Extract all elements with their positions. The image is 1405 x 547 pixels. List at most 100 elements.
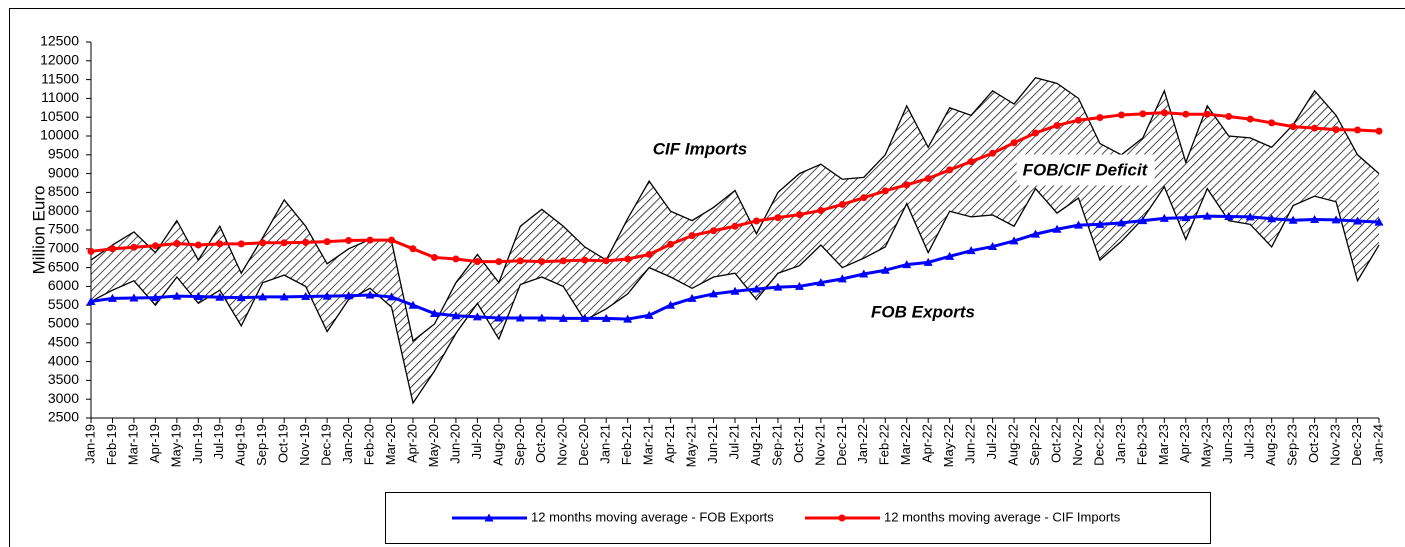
x-tick-label: Mar-23	[1156, 424, 1171, 465]
marker	[710, 227, 718, 235]
marker	[1010, 139, 1018, 147]
x-tick-label: Dec-20	[576, 424, 591, 466]
marker	[1032, 129, 1040, 137]
marker	[323, 238, 331, 246]
marker	[129, 293, 139, 302]
y-tick-label: 8500	[48, 183, 79, 199]
marker	[1245, 212, 1255, 221]
marker	[1354, 126, 1362, 134]
y-tick-label: 7000	[48, 240, 79, 256]
marker	[1203, 110, 1211, 118]
x-tick-label: Apr-21	[662, 424, 677, 463]
x-tick-label: Jun-23	[1220, 424, 1235, 464]
marker	[279, 292, 289, 301]
y-tick-label: 8000	[48, 202, 79, 218]
legend-marker	[838, 514, 846, 522]
marker	[667, 240, 675, 248]
marker	[859, 269, 869, 278]
y-tick-label: 10000	[40, 127, 79, 143]
marker	[881, 187, 889, 195]
marker	[731, 222, 739, 230]
marker	[365, 290, 375, 299]
marker	[1009, 236, 1019, 245]
marker	[816, 278, 826, 287]
x-tick-label: Aug-23	[1263, 424, 1278, 466]
marker	[472, 312, 482, 321]
x-tick-label: Feb-23	[1134, 424, 1149, 465]
y-tick-label: 6000	[48, 277, 79, 293]
x-tick-label: Dec-19	[319, 424, 334, 466]
marker	[1331, 215, 1341, 224]
legend-label: 12 months moving average - FOB Exports	[531, 509, 774, 524]
marker	[1225, 112, 1233, 120]
marker	[538, 258, 546, 266]
x-tick-label: Jan-20	[340, 424, 355, 464]
y-tick-label: 9500	[48, 146, 79, 162]
marker	[1288, 215, 1298, 224]
marker	[280, 239, 288, 247]
marker	[215, 292, 225, 301]
annotation: FOB/CIF Deficit	[1023, 160, 1149, 179]
x-tick-label: Nov-19	[297, 424, 312, 466]
y-tick-label: 4500	[48, 334, 79, 350]
x-tick-label: Nov-22	[1070, 424, 1085, 466]
x-tick-label: Sep-19	[254, 424, 269, 466]
x-tick-label: Mar-21	[641, 424, 656, 465]
marker	[1031, 229, 1041, 238]
y-tick-label: 7500	[48, 221, 79, 237]
marker	[1052, 224, 1062, 233]
marker	[988, 242, 998, 251]
y-tick-label: 11000	[41, 89, 79, 105]
marker	[1224, 211, 1234, 220]
marker	[322, 291, 332, 300]
frame	[9, 8, 1405, 547]
marker	[558, 313, 568, 322]
marker	[1310, 214, 1320, 223]
marker	[451, 311, 461, 320]
marker	[495, 258, 503, 266]
x-tick-label: Aug-20	[490, 424, 505, 466]
legend-marker	[484, 513, 494, 522]
marker	[644, 310, 654, 319]
marker	[730, 286, 740, 295]
marker	[687, 293, 697, 302]
marker	[194, 241, 202, 249]
marker	[1074, 116, 1082, 124]
y-tick-label: 4000	[48, 352, 79, 368]
marker	[1202, 211, 1212, 220]
marker	[860, 194, 868, 202]
marker	[1332, 126, 1340, 134]
marker	[1267, 214, 1277, 223]
x-tick-label: Jun-20	[447, 424, 462, 464]
marker	[237, 240, 245, 248]
marker	[1095, 219, 1105, 228]
marker	[817, 206, 825, 214]
x-tick-label: Feb-20	[362, 424, 377, 465]
marker	[1268, 119, 1276, 127]
marker	[624, 255, 632, 263]
marker	[429, 308, 439, 317]
marker	[130, 243, 138, 251]
x-tick-label: Feb-21	[619, 424, 634, 465]
y-tick-label: 3000	[48, 390, 79, 406]
marker	[795, 211, 803, 219]
marker	[1246, 115, 1254, 123]
x-tick-label: Dec-21	[834, 424, 849, 466]
marker	[430, 253, 438, 261]
y-tick-label: 12500	[40, 33, 79, 49]
marker	[494, 313, 504, 322]
x-tick-label: Oct-21	[791, 424, 806, 463]
monthly-line	[90, 76, 1380, 343]
marker	[1374, 217, 1384, 226]
marker	[193, 292, 203, 301]
marker	[301, 292, 311, 301]
marker	[837, 274, 847, 283]
x-tick-label: Sep-22	[1027, 424, 1042, 466]
x-tick-label: Mar-19	[125, 424, 140, 465]
marker	[216, 240, 224, 248]
x-tick-label: Jul-21	[726, 424, 741, 459]
annotation-background	[1016, 154, 1155, 186]
x-tick-label: Apr-20	[404, 424, 419, 463]
y-tick-label: 2500	[48, 409, 79, 425]
